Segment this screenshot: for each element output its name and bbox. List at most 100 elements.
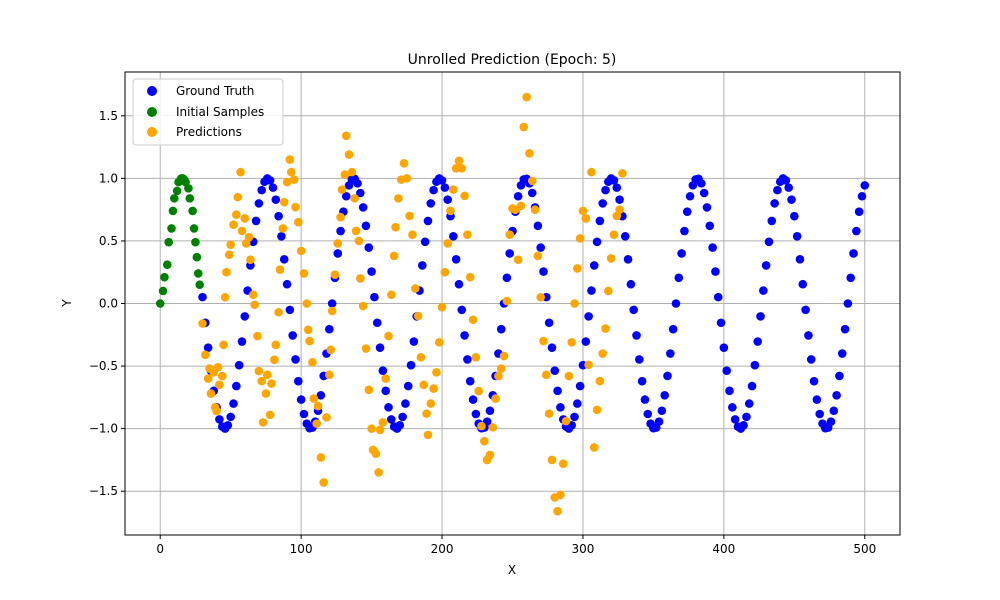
ground-truth-point [759,286,768,295]
predictions-point [263,370,272,380]
predictions-point [429,384,438,393]
ground-truth-point [849,249,858,258]
ground-truth-point [840,324,850,334]
predictions-point [405,211,414,221]
predictions-point [389,251,399,261]
ground-truth-point [358,203,368,212]
ground-truth-point [553,386,562,396]
predictions-point [505,230,514,239]
ground-truth-point [223,420,233,430]
y-axis-label: Y [60,299,74,308]
predictions-point [558,459,568,468]
x-tick-label: 400 [712,542,735,556]
ground-truth-point [854,207,864,216]
predictions-point [598,349,607,358]
predictions-point [275,265,285,275]
predictions-point [581,214,591,223]
predictions-point [499,351,509,361]
predictions-point [460,191,469,201]
predictions-point [330,270,340,280]
ground-truth-point [460,331,469,340]
predictions-point [237,226,247,236]
predictions-point [198,319,207,328]
ground-truth-point [601,185,610,195]
ground-truth-point [451,255,461,264]
predictions-point [440,267,450,277]
predictions-point [354,236,364,246]
ground-truth-point [660,391,669,400]
ground-truth-point [268,183,278,192]
initial-samples-point [170,194,179,203]
predictions-point [422,409,431,418]
x-tick-label: 100 [290,542,313,556]
ground-truth-point [860,181,870,190]
predictions-point [547,455,557,465]
ground-truth-point [437,176,447,185]
ground-truth-point [677,249,686,258]
ground-truth-point [370,292,379,302]
predictions-point [480,436,489,446]
predictions-point [286,167,296,177]
ground-truth-point [716,318,726,328]
initial-samples-point [168,206,178,216]
predictions-point [294,217,303,227]
ground-truth-point [787,195,796,204]
ground-truth-point [502,273,512,283]
ground-truth-point [654,417,664,426]
ground-truth-point [764,237,774,247]
ground-truth-point [274,211,283,221]
ground-truth-point [843,299,853,308]
predictions-point [224,250,234,259]
ground-truth-point [643,409,653,419]
ground-truth-point [547,343,557,352]
predictions-point [274,307,283,317]
predictions-point [567,337,576,347]
predictions-point [203,374,213,383]
predictions-point [222,267,231,277]
ground-truth-point [367,267,376,276]
ground-truth-point [680,226,689,236]
predictions-point [437,302,447,312]
ground-truth-point [835,371,844,381]
ground-truth-point [663,371,672,381]
predictions-point [432,368,441,377]
ground-truth-point [801,305,810,315]
predictions-point [271,340,281,350]
ground-truth-point [770,199,779,208]
predictions-point [606,254,616,263]
predictions-point [254,366,264,376]
predictions-point [285,155,295,164]
ground-truth-point [635,355,644,364]
ground-truth-point [795,255,805,264]
ground-truth-point [395,420,405,430]
predictions-point [556,490,565,500]
ground-truth-point [713,292,723,302]
ground-truth-point [229,399,238,408]
predictions-point [248,290,258,300]
predictions-point [553,506,562,516]
ground-truth-point [722,366,731,375]
initial-samples-point [160,272,169,282]
legend-label-initial-samples: Initial Samples [176,105,264,119]
ground-truth-point [251,216,261,226]
ground-truth-point [527,188,537,198]
predictions-point [468,315,478,325]
predictions-point [240,214,250,223]
ground-truth-point [626,279,636,289]
ground-truth-point [237,337,247,346]
y-tick-label: −1.0 [89,422,118,436]
predictions-point [391,222,400,232]
ground-truth-point [798,279,808,289]
predictions-point [463,230,472,239]
predictions-point [270,355,279,365]
ground-truth-point [257,185,266,195]
ground-truth-point [581,337,591,346]
ground-truth-point [234,360,244,370]
predictions-point [371,449,381,458]
predictions-point [402,174,412,183]
predictions-point [595,376,605,386]
predictions-point [502,296,512,306]
y-tick-label: −1.5 [89,484,118,498]
predictions-point [350,194,359,203]
ground-truth-point [465,376,475,386]
